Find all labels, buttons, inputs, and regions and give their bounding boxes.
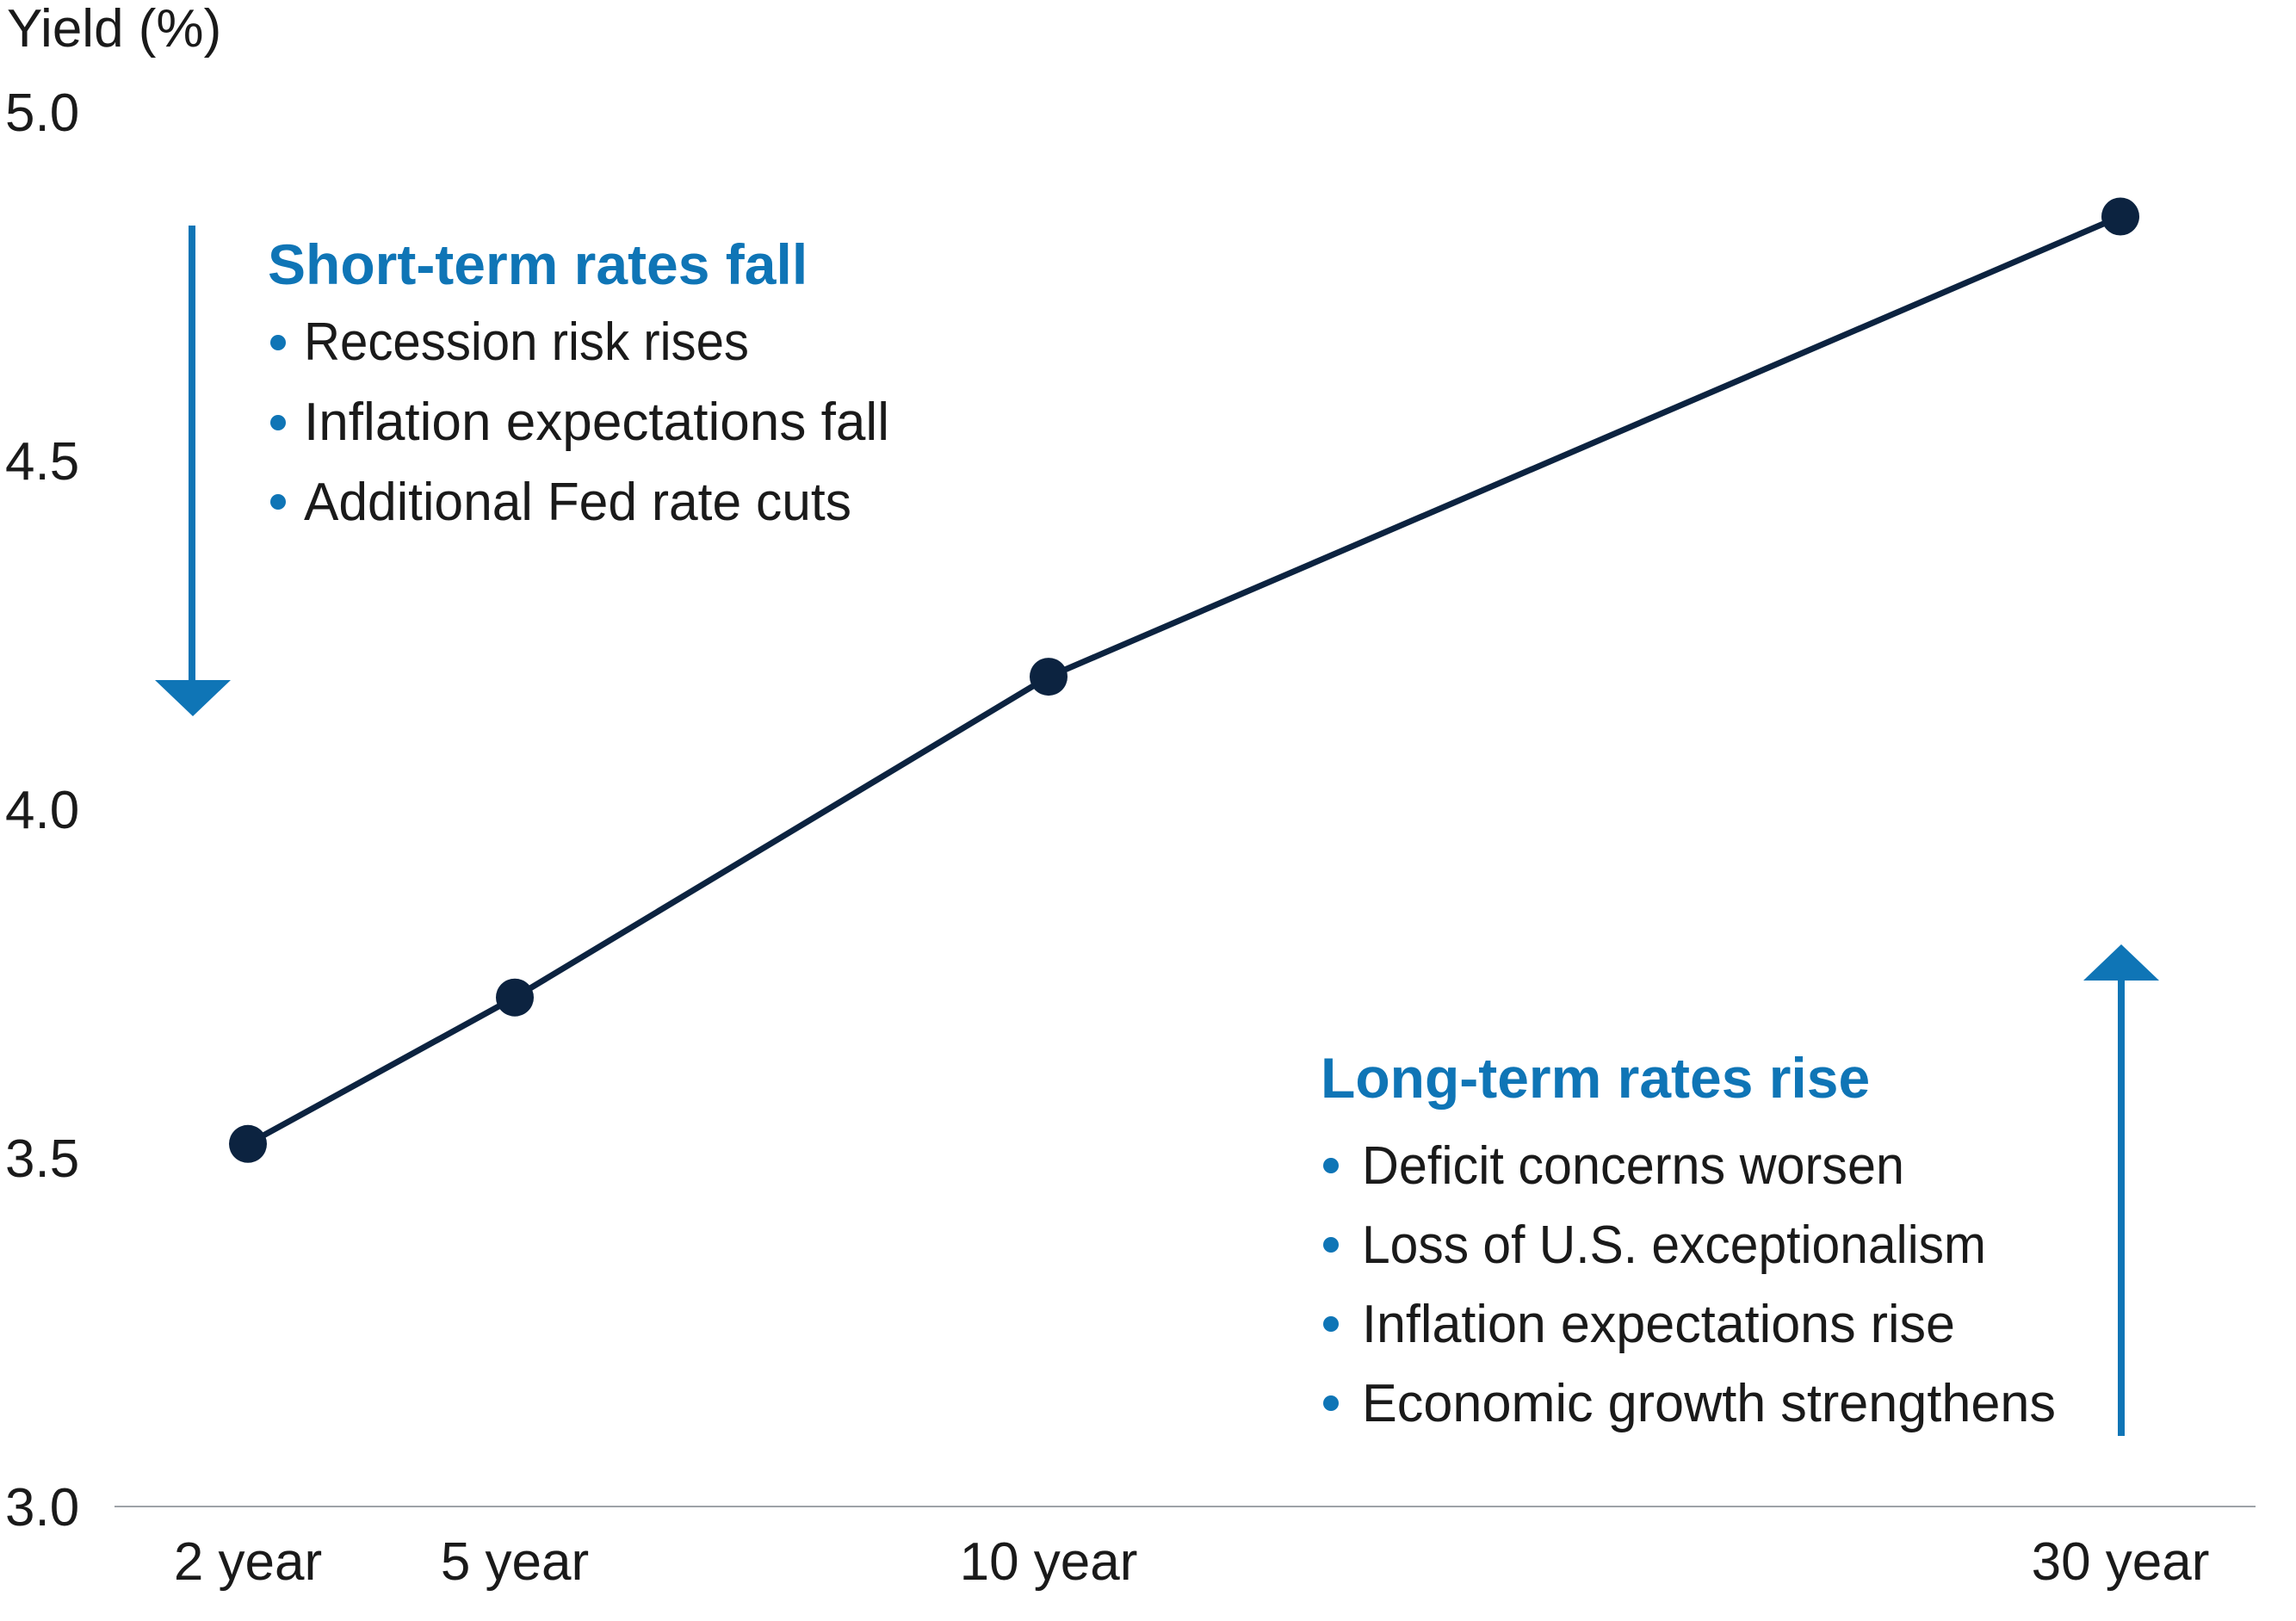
x-tick-label: 10 year	[960, 1532, 1138, 1592]
short-term-heading: Short-term rates fall	[268, 232, 808, 296]
y-axis-label: Yield (%)	[7, 0, 221, 59]
down-arrow-icon	[155, 680, 231, 716]
x-tick-labels: 2 year 5 year 10 year 30 year	[174, 1532, 2210, 1592]
y-tick-label: 4.0	[5, 781, 79, 840]
bullet-dot	[270, 335, 286, 350]
long-term-bullet-2: Loss of U.S. exceptionalism	[1362, 1216, 1986, 1275]
y-tick-labels: 3.0 3.5 4.0 4.5 5.0	[5, 84, 79, 1537]
series-line	[246, 213, 2122, 1147]
bullet-dot	[270, 494, 286, 510]
x-tick-label: 5 year	[441, 1532, 589, 1592]
data-point-30-year	[2101, 197, 2139, 236]
y-tick-label: 4.5	[5, 432, 79, 492]
annotation-long-term: Long-term rates rise Deficit concerns wo…	[1321, 944, 2159, 1436]
long-term-bullet-1: Deficit concerns worsen	[1362, 1136, 1904, 1196]
data-point-2-year	[229, 1124, 267, 1163]
bullet-dot	[1323, 1395, 1339, 1411]
long-term-heading: Long-term rates rise	[1321, 1046, 1870, 1110]
x-tick-label: 30 year	[2032, 1532, 2210, 1592]
bullet-dot	[270, 415, 286, 430]
series-yield	[229, 197, 2139, 1163]
annotation-short-term: Short-term rates fall Recession risk ris…	[155, 226, 889, 716]
long-term-bullet-4: Economic growth strengthens	[1362, 1374, 2056, 1433]
bullet-dot	[1323, 1158, 1339, 1173]
data-point-10-year	[1030, 658, 1068, 696]
bullet-dot	[1323, 1316, 1339, 1332]
bullet-dot	[1323, 1237, 1339, 1253]
short-term-bullet-3: Additional Fed rate cuts	[304, 473, 851, 532]
y-tick-label: 3.5	[5, 1129, 79, 1189]
y-tick-label: 5.0	[5, 84, 79, 143]
y-tick-label: 3.0	[5, 1478, 79, 1537]
short-term-bullet-2: Inflation expectations fall	[304, 393, 889, 452]
long-term-bullet-3: Inflation expectations rise	[1362, 1295, 1955, 1354]
up-arrow-icon	[2083, 944, 2159, 981]
x-tick-label: 2 year	[174, 1532, 322, 1592]
data-point-5-year	[496, 978, 534, 1017]
short-term-bullet-1: Recession risk rises	[304, 312, 749, 372]
